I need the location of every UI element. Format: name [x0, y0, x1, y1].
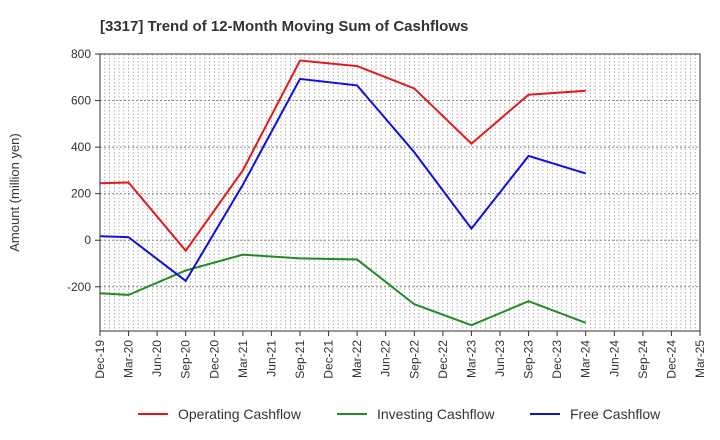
x-tick-label: Sep-22	[407, 340, 421, 379]
x-tick-label: Sep-20	[179, 340, 193, 379]
series-lines	[99, 59, 587, 327]
x-tick-label: Dec-23	[550, 340, 564, 379]
x-tick-label: Dec-20	[207, 340, 221, 379]
series-line-free-cashflow	[99, 77, 587, 283]
x-tick-label: Jun-22	[379, 340, 393, 377]
legend-label-operating-cashflow: Operating Cashflow	[178, 406, 302, 422]
legend-label-free-cashflow: Free Cashflow	[570, 406, 661, 422]
x-tick-label: Dec-22	[436, 340, 450, 379]
y-axis-ticks: 800 600 400 200 0 -200	[67, 47, 100, 294]
x-axis-ticks: Dec-19 Mar-20 Jun-20 Sep-20 Dec-20 Mar-21 Jun-…	[93, 331, 707, 379]
x-tick-label: Mar-25	[693, 340, 707, 378]
x-tick-label: Dec-21	[322, 340, 336, 379]
y-tick-label: 0	[84, 233, 91, 247]
chart-title: [3317] Trend of 12-Month Moving Sum of C…	[100, 18, 468, 35]
x-tick-label: Jun-20	[150, 340, 164, 377]
y-axis-label: Amount (million yen)	[7, 133, 22, 252]
x-tick-label: Mar-23	[464, 340, 478, 378]
legend-label-investing-cashflow: Investing Cashflow	[377, 406, 495, 422]
x-tick-label: Sep-23	[522, 340, 536, 379]
grid	[100, 53, 700, 331]
series-line-investing-cashflow	[99, 253, 587, 327]
x-tick-label: Dec-24	[664, 340, 678, 379]
legend: Operating Cashflow Investing Cashflow Free…	[138, 406, 661, 422]
x-tick-label: Mar-20	[122, 340, 136, 378]
x-tick-label: Jun-24	[607, 340, 621, 377]
y-tick-label: 800	[71, 47, 91, 61]
x-tick-label: Mar-22	[350, 340, 364, 378]
x-tick-label: Jun-21	[264, 340, 278, 377]
x-tick-label: Sep-21	[293, 340, 307, 379]
x-tick-label: Jun-23	[493, 340, 507, 377]
y-tick-label: 400	[71, 140, 91, 154]
x-tick-label: Mar-21	[236, 340, 250, 378]
series-line-operating-cashflow	[99, 59, 586, 253]
y-tick-label: 200	[71, 187, 91, 201]
x-tick-label: Dec-19	[93, 340, 107, 379]
plot-frame	[99, 53, 701, 332]
y-tick-label: -200	[67, 280, 91, 294]
x-tick-label: Sep-24	[636, 340, 650, 379]
x-tick-label: Mar-24	[579, 340, 593, 378]
y-tick-label: 600	[71, 94, 91, 108]
